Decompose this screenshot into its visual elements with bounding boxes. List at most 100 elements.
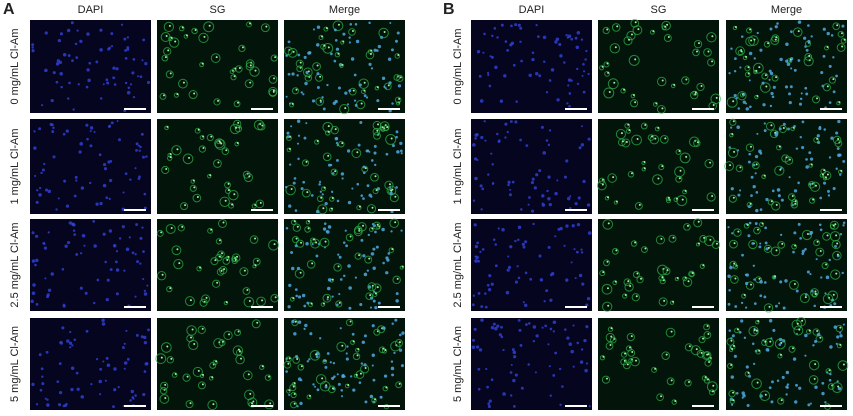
stain — [599, 355, 606, 361]
nucleus — [804, 247, 807, 251]
stain-dot — [702, 264, 705, 267]
stain-dot — [292, 385, 295, 388]
nucleus — [749, 105, 752, 109]
stain-dot — [635, 359, 638, 362]
nucleus — [44, 188, 49, 192]
nucleus — [391, 102, 394, 105]
stain — [214, 139, 226, 150]
nucleus — [334, 136, 339, 141]
stain — [669, 300, 675, 305]
nucleus — [507, 255, 510, 258]
nucleus — [146, 80, 151, 85]
stain — [599, 270, 606, 277]
stain — [665, 196, 671, 201]
nucleus — [821, 391, 825, 396]
nucleus — [733, 69, 737, 73]
nucleus — [142, 277, 145, 281]
nucleus — [293, 177, 297, 180]
stain — [631, 134, 642, 146]
stain-dot — [190, 336, 193, 339]
nucleus — [108, 124, 112, 127]
stain — [355, 347, 360, 353]
nucleus — [98, 379, 103, 384]
stain — [291, 236, 300, 244]
nucleus — [114, 260, 118, 264]
stain — [674, 276, 679, 282]
stain-dot — [632, 94, 635, 97]
nucleus — [509, 394, 513, 397]
nucleus — [761, 81, 765, 85]
nucleus — [389, 22, 392, 25]
stain — [684, 379, 692, 387]
stain-dot — [695, 50, 698, 53]
stain-dot — [272, 89, 275, 92]
stain — [675, 149, 682, 155]
nucleus — [508, 193, 512, 197]
stain — [609, 43, 621, 54]
nucleus — [106, 81, 110, 85]
stain — [228, 202, 235, 209]
nucleus — [371, 353, 375, 357]
nucleus — [838, 153, 842, 157]
nucleus — [140, 335, 144, 339]
stain-dot — [768, 305, 771, 308]
nucleus — [294, 209, 298, 212]
nucleus — [570, 349, 574, 354]
column-header: Merge — [771, 4, 802, 16]
stain-dot — [630, 33, 633, 36]
nucleus — [308, 51, 312, 55]
nucleus — [823, 128, 826, 131]
nucleus — [132, 57, 136, 61]
row-label: 5 mg/mL Cl-Am — [452, 326, 464, 402]
stain — [682, 277, 693, 287]
stain-dot — [193, 342, 196, 345]
nucleus — [535, 71, 539, 76]
stain — [761, 174, 767, 180]
stain-dot — [261, 365, 264, 368]
nucleus — [535, 173, 539, 177]
nucleus — [368, 150, 371, 153]
nucleus — [509, 188, 512, 191]
nucleus — [394, 39, 398, 43]
nucleus — [779, 57, 783, 62]
nucleus — [569, 207, 572, 210]
nucleus — [804, 354, 807, 357]
stain-dot — [217, 161, 220, 164]
stain-dot — [695, 348, 698, 351]
nucleus — [824, 401, 827, 404]
nucleus — [47, 189, 52, 194]
stain-dot — [164, 56, 167, 59]
nucleus — [389, 186, 392, 189]
stain — [805, 328, 812, 335]
stain — [358, 78, 369, 90]
stain-dot — [791, 195, 794, 198]
stain — [218, 265, 228, 275]
stain — [729, 398, 736, 404]
stain — [808, 359, 820, 371]
stain — [661, 351, 670, 360]
stain-dot — [667, 36, 670, 39]
nucleus — [567, 78, 572, 82]
stain — [332, 20, 344, 32]
nucleus — [819, 228, 823, 232]
nucleus — [327, 225, 332, 229]
micrograph — [30, 219, 151, 311]
nucleus — [795, 383, 798, 387]
stain-dot — [319, 99, 322, 102]
stain — [624, 282, 634, 292]
stain-dot — [394, 195, 397, 198]
nucleus — [125, 329, 128, 332]
nucleus — [836, 335, 840, 339]
stain — [165, 70, 174, 79]
stain — [682, 276, 688, 282]
stain — [811, 292, 818, 298]
nucleus — [33, 146, 37, 150]
stain-dot — [233, 75, 236, 78]
nucleus — [143, 292, 148, 296]
nucleus — [79, 286, 83, 290]
stain-dot — [227, 189, 230, 192]
nucleus — [510, 363, 513, 366]
nucleus — [755, 191, 759, 194]
stain-dot — [216, 281, 219, 284]
nucleus — [754, 154, 759, 159]
